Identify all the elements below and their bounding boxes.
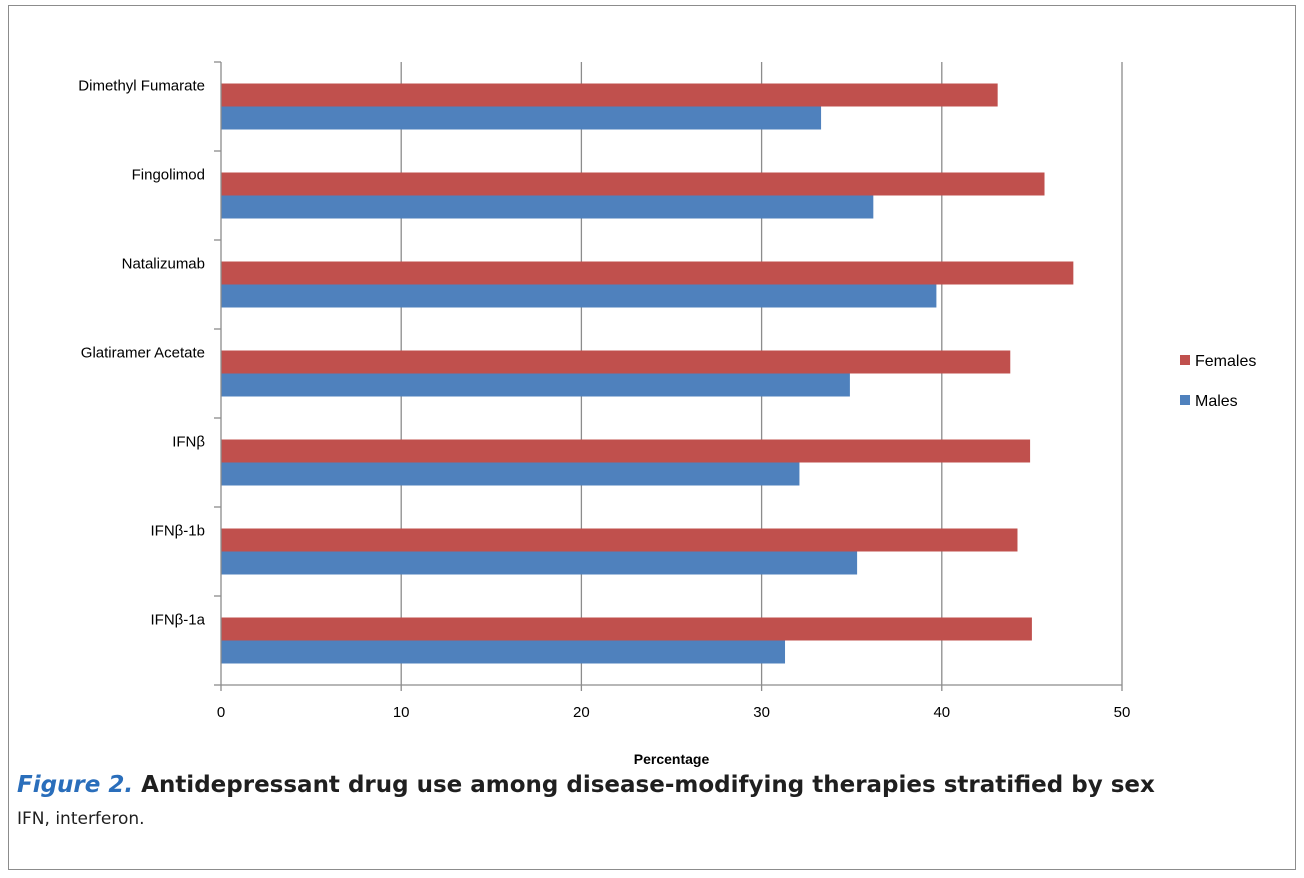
x-tick-label: 10: [393, 704, 410, 721]
bar-females: [221, 439, 1031, 463]
figure-label: Figure 2.: [17, 772, 134, 798]
y-tick-label: Glatiramer Acetate: [81, 345, 205, 362]
x-tick-label: 0: [217, 704, 225, 721]
bar-females: [221, 172, 1045, 196]
y-tick-label: IFNβ-1a: [151, 612, 206, 629]
x-tick-label: 40: [933, 704, 950, 721]
bar-males: [221, 284, 937, 308]
x-tick-label: 50: [1114, 704, 1131, 721]
legend-swatch-females: [1180, 355, 1190, 365]
figure-caption: Figure 2. Antidepressant drug use among …: [17, 772, 1287, 798]
legend-label-females: Females: [1195, 353, 1256, 370]
y-tick-label: Fingolimod: [132, 167, 205, 184]
bar-females: [221, 350, 1011, 374]
bar-females: [221, 261, 1074, 285]
figure-footnote: IFN, interferon.: [17, 809, 145, 829]
y-tick-label: IFNβ: [172, 434, 205, 451]
legend-swatch-males: [1180, 395, 1190, 405]
bar-males: [221, 640, 786, 664]
bar-chart: 0 10 20 30 40 50 Dimethyl Fumarate Fingolimod Na…: [78, 61, 1256, 767]
x-tick-label: 30: [753, 704, 770, 721]
bar-males: [221, 373, 850, 397]
bar-males: [221, 551, 858, 575]
figure-frame: [8, 5, 1296, 870]
y-tick-label: Natalizumab: [122, 256, 205, 273]
x-axis-title: Percentage: [634, 751, 710, 767]
bar-females: [221, 528, 1018, 552]
bar-males: [221, 462, 800, 486]
bar-males: [221, 106, 822, 130]
y-tick-label: IFNβ-1b: [151, 523, 205, 540]
legend-label-males: Males: [1195, 393, 1238, 410]
bar-females: [221, 617, 1032, 641]
x-tick-label: 20: [573, 704, 590, 721]
figure-title: Antidepressant drug use among disease-mo…: [141, 772, 1155, 798]
bar-females: [221, 83, 998, 107]
bar-males: [221, 195, 874, 219]
y-tick-label: Dimethyl Fumarate: [78, 78, 205, 95]
